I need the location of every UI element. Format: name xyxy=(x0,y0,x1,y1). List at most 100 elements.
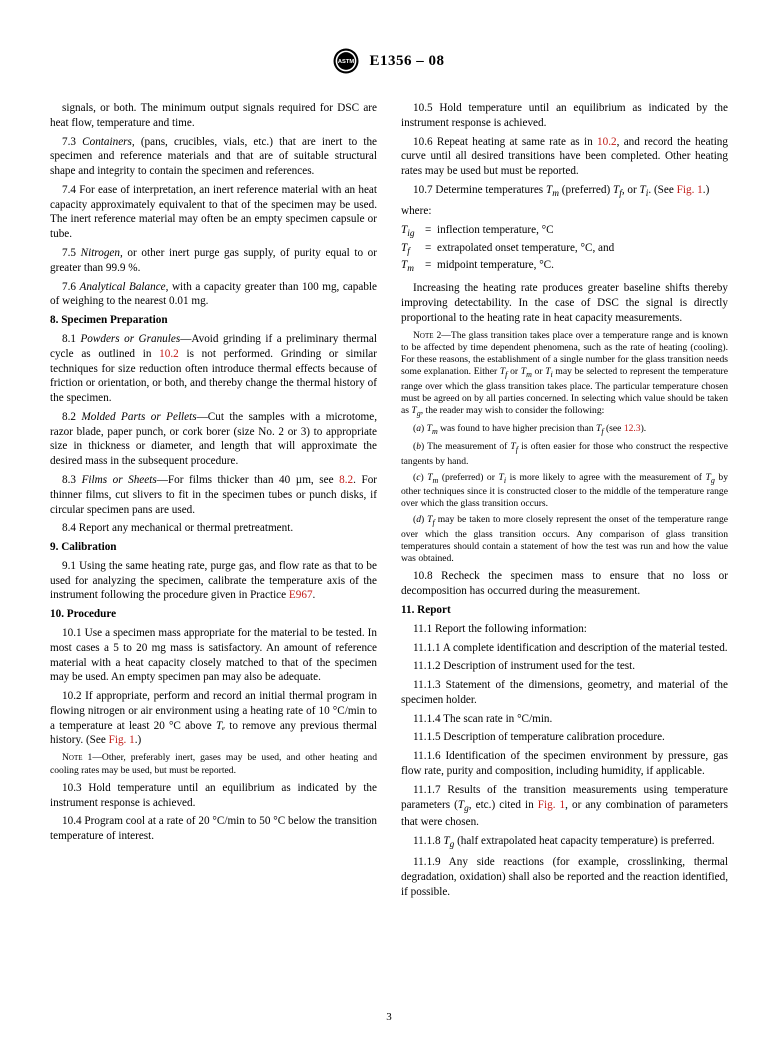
p-11-1-6: 11.1.6 Identification of the specimen en… xyxy=(401,749,728,779)
p-11-1-4: 11.1.4 The scan rate in °C/min. xyxy=(401,712,728,727)
text: .) xyxy=(703,184,710,196)
p-10-8: 10.8 Recheck the specimen mass to ensure… xyxy=(401,569,728,599)
term: Nitrogen, xyxy=(81,247,123,259)
text: ). xyxy=(641,423,647,434)
p-10-5: 10.5 Hold temperature until an equilibri… xyxy=(401,101,728,131)
sym: Ti xyxy=(545,366,553,377)
sym: Tₑ xyxy=(216,720,225,732)
text: (half extrapolated heat capacity tempera… xyxy=(454,835,714,847)
text: was found to have higher precision than xyxy=(438,423,596,434)
xref: Fig. 1 xyxy=(538,799,565,811)
p-8-3: 8.3 Films or Sheets—For films thicker th… xyxy=(50,473,377,517)
p-8-1: 8.1 Powders or Granules—Avoid grinding i… xyxy=(50,332,377,406)
h-9: 9. Calibration xyxy=(50,540,377,555)
p-11-1: 11.1 Report the following information: xyxy=(401,622,728,637)
p-signals: signals, or both. The minimum output sig… xyxy=(50,101,377,131)
text: , the reader may wish to consider the fo… xyxy=(421,405,605,416)
def: midpoint temperature, °C. xyxy=(437,258,728,275)
p-10-2: 10.2 If appropriate, perform and record … xyxy=(50,689,377,748)
text: —For films thicker than 40 µm, see xyxy=(157,474,339,486)
sym: Tf xyxy=(500,366,508,377)
text: (d) xyxy=(413,514,427,525)
sub: f xyxy=(407,247,410,257)
num: 8.2 xyxy=(62,411,81,423)
xref: 8.2 xyxy=(339,474,353,486)
text: or xyxy=(625,184,640,196)
def: inflection temperature, °C xyxy=(437,223,728,240)
sym: Tf xyxy=(401,241,425,258)
p-9-1: 9.1 Using the same heating rate, purge g… xyxy=(50,559,377,603)
p-11-1-9: 11.1.9 Any side reactions (for example, … xyxy=(401,855,728,899)
astm-logo-icon: ASTM xyxy=(333,48,359,74)
note-2-b: (b) The measurement of Tf is often easie… xyxy=(401,441,728,467)
term: Films or Sheets xyxy=(82,474,157,486)
p-10-1: 10.1 Use a specimen mass appropriate for… xyxy=(50,626,377,685)
text: 10.7 Determine temperatures xyxy=(413,184,546,196)
p-8-2: 8.2 Molded Parts or Pellets—Cut the samp… xyxy=(50,410,377,469)
text: (a) xyxy=(413,423,427,434)
p-10-7: 10.7 Determine temperatures Tm (preferre… xyxy=(401,183,728,201)
sym: Tf xyxy=(427,514,435,525)
sym: Tg xyxy=(411,405,420,416)
xref: 12.3 xyxy=(624,423,641,434)
text: (see xyxy=(604,423,624,434)
h-10: 10. Procedure xyxy=(50,607,377,622)
num: 8.1 xyxy=(62,333,80,345)
p-7-6: 7.6 Analytical Balance, with a capacity … xyxy=(50,280,377,310)
text: (c) xyxy=(413,472,427,483)
sym: Tm xyxy=(546,184,559,196)
term: Molded Parts or Pellets xyxy=(81,411,196,423)
p-11-1-8: 11.1.8 Tg (half extrapolated heat capaci… xyxy=(401,834,728,852)
sym: Tm xyxy=(427,423,438,434)
sub: m xyxy=(407,264,414,274)
text: 11.1.8 xyxy=(413,835,443,847)
xref: Fig. 1 xyxy=(109,734,135,746)
page-number: 3 xyxy=(0,1011,778,1023)
note-2: Note 2—The glass transition takes place … xyxy=(401,330,728,420)
sym: Tig xyxy=(401,223,425,240)
h-8: 8. Specimen Preparation xyxy=(50,313,377,328)
p-7-5: 7.5 Nitrogen, or other inert purge gas s… xyxy=(50,246,377,276)
sym: Tg xyxy=(706,472,715,483)
note-2-d: (d) Tf may be taken to more closely repr… xyxy=(401,514,728,565)
text: . xyxy=(313,589,316,601)
num: 7.3 xyxy=(62,136,82,148)
def: extrapolated onset temperature, °C, and xyxy=(437,241,728,258)
p-11-1-1: 11.1.1 A complete identification and des… xyxy=(401,641,728,656)
xref: 10.2 xyxy=(159,348,179,360)
doc-id: E1356 – 08 xyxy=(369,53,444,70)
sym: Tf xyxy=(510,441,518,452)
term: Containers, xyxy=(82,136,135,148)
text: (b) The measurement of xyxy=(413,441,510,452)
xref: 10.2 xyxy=(597,136,617,148)
p-8-4: 8.4 Report any mechanical or thermal pre… xyxy=(50,521,377,536)
p-11-1-3: 11.1.3 Statement of the dimensions, geom… xyxy=(401,678,728,708)
text: is more likely to agree with the measure… xyxy=(506,472,705,483)
sym: Tf, xyxy=(613,184,625,196)
p-10-6: 10.6 Repeat heating at same rate as in 1… xyxy=(401,135,728,179)
body-columns: signals, or both. The minimum output sig… xyxy=(50,101,728,904)
term: Analytical Balance, xyxy=(80,281,169,293)
h-11: 11. Report xyxy=(401,603,728,618)
term: Powders or Granules xyxy=(80,333,180,345)
text: 1—Other, preferably inert, gases may be … xyxy=(50,752,377,775)
sym: Tf xyxy=(596,423,604,434)
page-header: ASTM E1356 – 08 xyxy=(50,48,728,79)
num: 8.3 xyxy=(62,474,82,486)
note-2-c: (c) Tm (preferred) or Ti is more likely … xyxy=(401,472,728,511)
p-11-1-5: 11.1.5 Description of temperature calibr… xyxy=(401,730,728,745)
p-7-4: 7.4 For ease of interpretation, an inert… xyxy=(50,183,377,242)
p-increase: Increasing the heating rate produces gre… xyxy=(401,281,728,325)
symbol-defs: Tig=inflection temperature, °C Tf=extrap… xyxy=(401,223,728,275)
svg-text:ASTM: ASTM xyxy=(338,59,354,65)
text: .) xyxy=(135,734,142,746)
sym: Ti xyxy=(498,472,506,483)
eq: = xyxy=(425,241,437,258)
p-7-3: 7.3 Containers, (pans, crucibles, vials,… xyxy=(50,135,377,179)
sym: Tg xyxy=(443,835,454,847)
note-lead: Note xyxy=(62,752,83,763)
text: may be taken to more closely represent t… xyxy=(401,514,728,564)
text: (preferred) or xyxy=(438,472,498,483)
num: 7.5 xyxy=(62,247,81,259)
text: , etc.) cited in xyxy=(469,799,538,811)
